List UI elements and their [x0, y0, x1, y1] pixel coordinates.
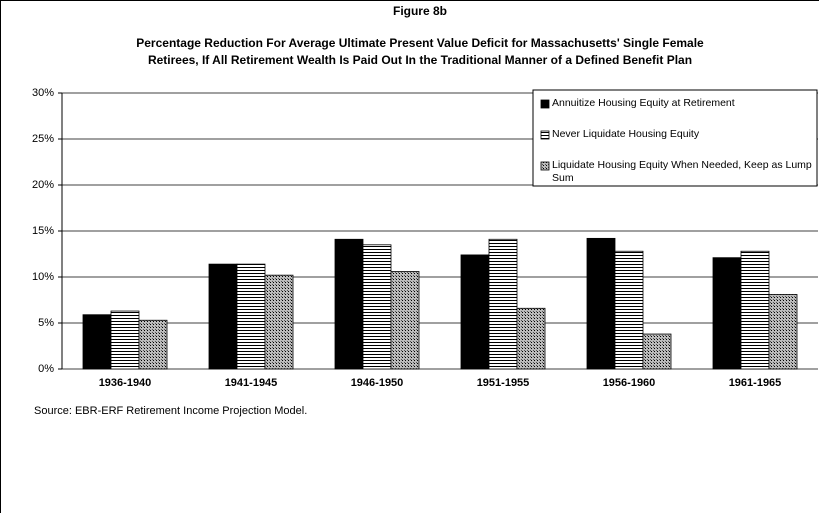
- y-tick-label: 20%: [32, 179, 54, 191]
- legend-swatch: [540, 161, 550, 171]
- y-tick-label: 5%: [38, 317, 54, 329]
- legend-swatch: [540, 130, 550, 140]
- y-tick-label: 25%: [32, 133, 54, 145]
- bar: [740, 250, 770, 370]
- bar: [460, 254, 490, 370]
- legend-swatch: [540, 99, 550, 109]
- bar: [712, 257, 742, 370]
- legend-entry: Annuitize Housing Equity at Retirement: [552, 97, 735, 109]
- bar: [516, 307, 546, 370]
- x-tick-label: 1941-1945: [225, 377, 278, 389]
- x-tick-label: 1946-1950: [351, 377, 404, 389]
- x-tick-label: 1951-1955: [477, 377, 530, 389]
- legend-entry: Never Liquidate Housing Equity: [552, 128, 700, 140]
- bar: [236, 263, 266, 370]
- x-tick-label: 1956-1960: [603, 377, 656, 389]
- bar: [614, 250, 644, 370]
- source-note: Source: EBR-ERF Retirement Income Projec…: [34, 405, 307, 417]
- legend-box: [532, 89, 818, 187]
- bar: [488, 238, 518, 370]
- bar: [362, 244, 392, 370]
- chart-title: Figure 8b: [393, 4, 447, 18]
- y-tick-label: 0%: [38, 363, 54, 375]
- legend-label: Never Liquidate Housing Equity: [552, 128, 700, 140]
- bar: [334, 238, 364, 370]
- legend-label: Liquidate Housing Equity When Needed, Ke…: [552, 159, 812, 184]
- x-tick-label: 1961-1965: [729, 377, 782, 389]
- bar: [768, 294, 798, 370]
- legend-label: Annuitize Housing Equity at Retirement: [552, 97, 735, 109]
- bar: [586, 237, 616, 370]
- legend-entry: Liquidate Housing Equity When Needed, Ke…: [552, 159, 812, 184]
- bar: [138, 319, 168, 370]
- bar: [82, 314, 112, 370]
- y-tick-label: 10%: [32, 271, 54, 283]
- bar: [264, 274, 294, 370]
- x-tick-label: 1936-1940: [99, 377, 152, 389]
- chart-subtitle: Retirees, If All Retirement Wealth Is Pa…: [148, 53, 692, 67]
- bar: [208, 263, 238, 370]
- bar: [110, 310, 140, 370]
- y-tick-label: 15%: [32, 225, 54, 237]
- chart-subtitle: Percentage Reduction For Average Ultimat…: [136, 36, 704, 50]
- bar: [642, 333, 672, 370]
- bar: [390, 271, 420, 370]
- y-tick-label: 30%: [32, 87, 54, 99]
